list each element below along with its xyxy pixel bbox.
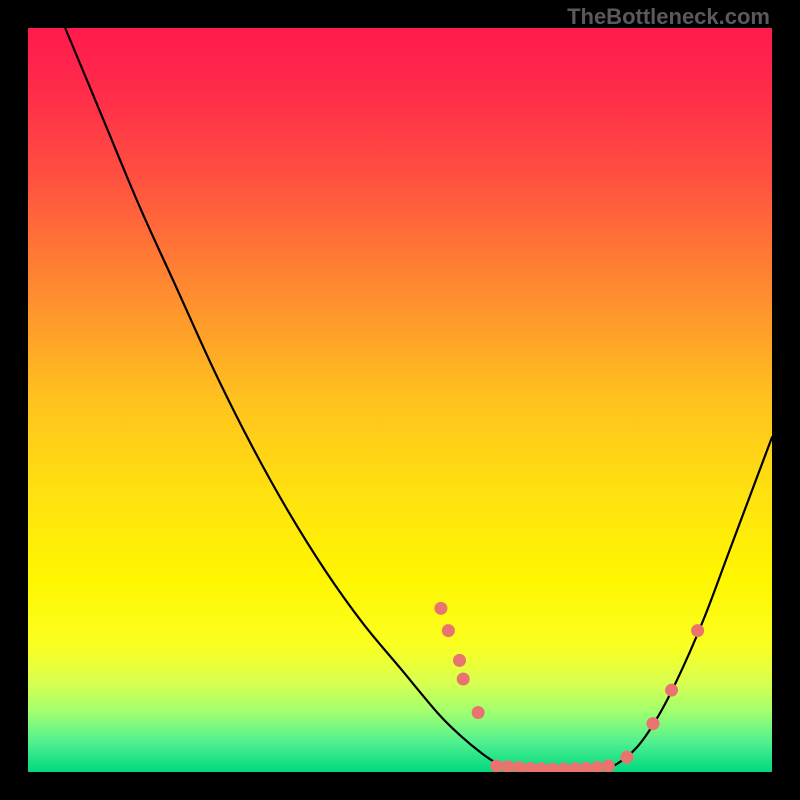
data-marker: [490, 760, 503, 772]
data-marker: [472, 706, 485, 719]
data-marker: [457, 673, 470, 686]
data-marker: [665, 684, 678, 697]
data-marker: [557, 763, 570, 772]
data-marker: [434, 602, 447, 615]
curve-layer: [28, 28, 772, 772]
plot-area: [28, 28, 772, 772]
data-marker: [602, 760, 615, 772]
watermark-text: TheBottleneck.com: [567, 4, 770, 30]
data-marker: [691, 624, 704, 637]
chart-frame: TheBottleneck.com: [0, 0, 800, 800]
data-marker: [620, 751, 633, 764]
data-marker: [442, 624, 455, 637]
data-marker: [524, 762, 537, 772]
data-marker: [453, 654, 466, 667]
data-marker: [568, 762, 581, 772]
bottleneck-curve: [65, 28, 772, 769]
data-marker: [580, 762, 593, 772]
data-marker: [501, 760, 514, 772]
data-marker: [513, 761, 526, 772]
data-marker: [535, 762, 548, 772]
data-marker: [546, 763, 559, 772]
data-marker: [591, 761, 604, 772]
data-marker: [646, 717, 659, 730]
